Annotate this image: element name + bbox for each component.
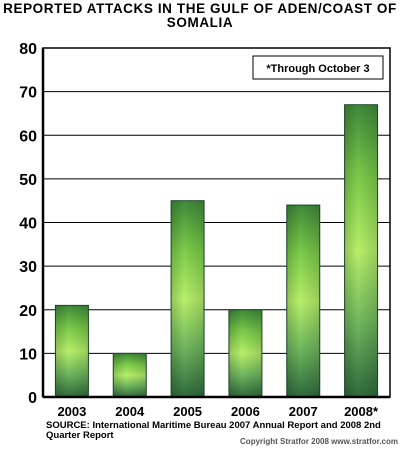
bars	[54, 104, 379, 398]
bar-2008*	[344, 104, 379, 398]
note-box: *Through October 3	[252, 55, 384, 80]
bar-shade	[55, 305, 89, 397]
x-tick-label: 2005	[173, 404, 202, 419]
grid-lines	[43, 47, 390, 354]
bar-2003	[54, 304, 89, 398]
source-note: SOURCE: International Maritime Bureau 20…	[46, 420, 381, 441]
y-tick-label: 50	[19, 172, 37, 189]
x-tick-label: 2004	[115, 404, 145, 419]
y-tick-label: 80	[19, 41, 37, 58]
y-tick-label: 40	[19, 216, 37, 233]
bar-shade	[344, 104, 378, 398]
bar-2006	[228, 309, 263, 398]
through-date-note: *Through October 3	[266, 63, 369, 75]
bar-2004	[112, 352, 147, 398]
y-tick-label: 60	[19, 128, 37, 145]
x-tick-label: 2007	[289, 404, 318, 419]
chart-title-line-2: SOMALIA	[166, 15, 234, 30]
bar-shade	[113, 353, 147, 397]
x-tick-label: 2003	[57, 404, 86, 419]
x-tick-label: 2008*	[344, 404, 379, 419]
y-tick-label: 70	[19, 85, 37, 102]
bar-2007	[286, 204, 321, 398]
axes	[41, 47, 391, 399]
chart-title-line-1: REPORTED ATTACKS IN THE GULF OF ADEN/COA…	[3, 1, 397, 16]
bar-shade	[286, 205, 320, 397]
x-tick-label: 2006	[231, 404, 260, 419]
y-tick-label: 30	[19, 259, 37, 276]
tick-labels: 0 10 20 30 40 50 60 70 80 2003 2004 2005 2006 2007 200…	[19, 41, 379, 419]
copyright-note: Copyright Stratfor 2008 www.stratfor.com	[240, 437, 398, 446]
y-tick-label: 20	[19, 303, 37, 320]
y-tick-label: 10	[19, 346, 37, 363]
bar-chart: 0 10 20 30 40 50 60 70 80 2003 2004 2005 2006 2007 200…	[19, 41, 391, 419]
chart-title: REPORTED ATTACKS IN THE GULF OF ADEN/COA…	[0, 2, 400, 30]
bar-2005	[170, 200, 205, 398]
bar-shade	[228, 309, 262, 397]
bar-shade	[171, 200, 205, 397]
y-tick-label: 0	[28, 390, 37, 407]
